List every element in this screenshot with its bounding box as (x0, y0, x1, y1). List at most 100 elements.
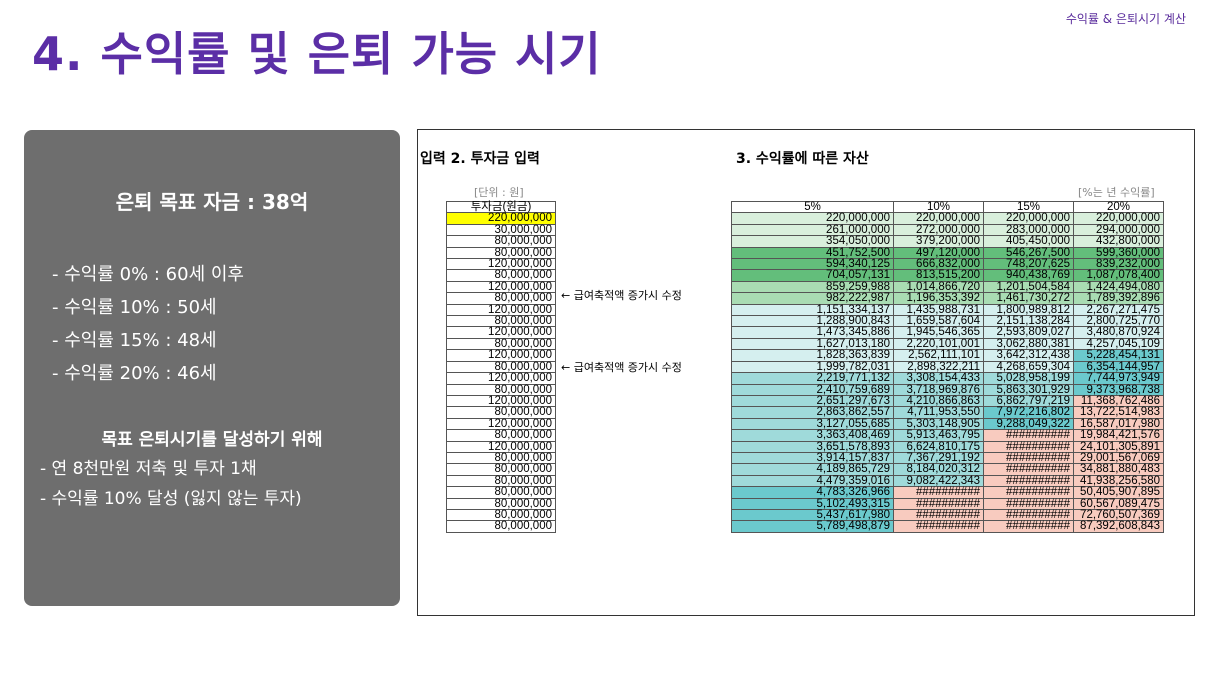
value-cell: 2,220,101,001 (893, 337, 984, 351)
table-row: 4,479,359,016 9,082,422,343 ########## 41,9… (731, 474, 1164, 488)
value-cell: 9,288,049,322 (983, 417, 1074, 431)
investment-table: 투자금(원금) 220,000,000 30,000,000 80,000,000 8… (446, 200, 556, 533)
invest-cell: 80,000,000 (446, 315, 556, 328)
value-cell: 2,410,759,689 (731, 383, 894, 396)
value-cell: 4,189,865,729 (731, 463, 894, 476)
invest-cell: 120,000,000 (446, 394, 556, 408)
value-cell: ########## (983, 474, 1074, 488)
value-cell: 6,354,144,957 (1073, 360, 1164, 374)
table-row: 80,000,000 (446, 520, 556, 533)
value-cell: ########## (983, 486, 1074, 499)
invest-cell: 80,000,000 (446, 269, 556, 282)
value-cell: ########## (983, 429, 1074, 442)
invest-cell: 120,000,000 (446, 349, 556, 362)
value-cell: 666,832,000 (893, 258, 984, 271)
table-row: 2,410,759,689 3,718,969,876 5,863,301,929 9… (731, 383, 1164, 396)
summary-panel: 은퇴 목표 자금 : 38억 - 수익률 0% : 60세 이후 - 수익률 1… (24, 130, 400, 606)
corner-label: 수익률 & 은퇴시기 계산 (1065, 12, 1186, 26)
table-row: 120,000,000 (446, 349, 556, 362)
table-row: 80,000,000 (446, 486, 556, 499)
table-row: 1,288,900,843 1,659,587,604 2,151,138,284 2… (731, 315, 1164, 328)
table-row: 80,000,000 (446, 235, 556, 248)
value-cell: 2,593,809,027 (983, 326, 1074, 339)
rate-header: 15% (983, 200, 1074, 214)
table-row: 5,789,498,879 ########## ########## 87,392,… (731, 520, 1164, 533)
value-cell: 4,257,045,109 (1073, 337, 1164, 351)
value-cell: 3,651,578,893 (731, 440, 894, 453)
value-cell: 9,373,968,738 (1073, 383, 1164, 396)
value-cell: 72,760,507,369 (1073, 508, 1164, 522)
table-row: 120,000,000 (446, 258, 556, 271)
value-cell: 497,120,000 (893, 246, 984, 260)
invest-cell: 80,000,000 (446, 360, 556, 374)
value-cell: 11,368,762,486 (1073, 394, 1164, 408)
value-cell: 220,000,000 (893, 212, 984, 225)
value-cell: 1,659,587,604 (893, 315, 984, 328)
value-cell: 261,000,000 (731, 223, 894, 237)
invest-cell: 80,000,000 (446, 337, 556, 351)
table-row: 120,000,000 (446, 303, 556, 317)
table-row: 80,000,000 (446, 474, 556, 488)
table-row: 261,000,000 272,000,000 283,000,000 294,000… (731, 223, 1164, 237)
invest-cell: 80,000,000 (446, 508, 556, 522)
table-row: 1,999,782,031 2,898,322,211 4,268,659,304 6… (731, 360, 1164, 374)
value-cell: 7,744,973,949 (1073, 372, 1164, 385)
table-row: 80,000,000 (446, 360, 556, 374)
rate-header: 10% (893, 200, 984, 214)
value-cell: 432,800,000 (1073, 235, 1164, 248)
invest-cell: 80,000,000 (446, 406, 556, 419)
value-cell: 2,863,862,557 (731, 406, 894, 419)
table-row: 120,000,000 (446, 394, 556, 408)
value-cell: 599,360,000 (1073, 246, 1164, 260)
table-row: 2,863,862,557 4,711,953,550 7,972,216,802 1… (731, 406, 1164, 419)
value-cell: ########## (893, 497, 984, 510)
value-cell: 5,228,454,131 (1073, 349, 1164, 362)
invest-cell: 220,000,000 (446, 212, 556, 225)
value-cell: 1,288,900,843 (731, 315, 894, 328)
table-row: 5,437,617,980 ########## ########## 72,760,… (731, 508, 1164, 522)
plan-heading: 목표 은퇴시기를 달성하기 위해 (101, 430, 323, 450)
plan-item: - 연 8천만원 저축 및 투자 1채 (40, 459, 257, 479)
value-cell: 982,222,987 (731, 292, 894, 305)
value-cell: 5,437,617,980 (731, 508, 894, 522)
value-cell: 87,392,608,843 (1073, 520, 1164, 533)
plan-list: - 연 8천만원 저축 및 투자 1채 - 수익률 10% 달성 (잃지 않는 … (40, 454, 302, 514)
retirement-goal: 은퇴 목표 자금 : 38억 (115, 190, 309, 214)
table-row: 982,222,987 1,196,353,392 1,461,730,272 1,7… (731, 292, 1164, 305)
value-cell: 283,000,000 (983, 223, 1074, 237)
value-cell: 24,101,305,891 (1073, 440, 1164, 453)
value-cell: 1,435,988,731 (893, 303, 984, 317)
unit-label: [단위 : 원] (474, 186, 524, 199)
salary-note: ← 급여축적액 증가시 수정 (561, 361, 682, 374)
unit-rate-label: [%는 년 수익률] (1078, 186, 1155, 199)
table-row: 80,000,000 (446, 337, 556, 351)
invest-cell: 120,000,000 (446, 372, 556, 385)
value-cell: 1,999,782,031 (731, 360, 894, 374)
invest-cell: 80,000,000 (446, 520, 556, 533)
value-cell: 5,863,301,929 (983, 383, 1074, 396)
section-asset-by-return: 3. 수익률에 따른 자산 (736, 151, 869, 167)
invest-cell: 80,000,000 (446, 429, 556, 442)
value-cell: 2,800,725,770 (1073, 315, 1164, 328)
value-cell: 451,752,500 (731, 246, 894, 260)
value-cell: 1,473,345,886 (731, 326, 894, 339)
invest-cell: 80,000,000 (446, 451, 556, 465)
value-cell: ########## (893, 508, 984, 522)
value-cell: 5,102,493,315 (731, 497, 894, 510)
value-cell: 940,438,769 (983, 269, 1074, 282)
table-row: 80,000,000 (446, 269, 556, 282)
value-cell: 220,000,000 (731, 212, 894, 225)
value-cell: 19,984,421,576 (1073, 429, 1164, 442)
value-cell: 3,127,055,685 (731, 417, 894, 431)
value-cell: 839,232,000 (1073, 258, 1164, 271)
table-row: 3,127,055,685 5,303,148,905 9,288,049,322 1… (731, 417, 1164, 431)
value-cell: 704,057,131 (731, 269, 894, 282)
table-row: 3,363,408,469 5,913,463,795 ########## 19,9… (731, 429, 1164, 442)
invest-cell: 120,000,000 (446, 440, 556, 453)
value-cell: 1,945,546,365 (893, 326, 984, 339)
invest-cell: 80,000,000 (446, 486, 556, 499)
table-row: 120,000,000 (446, 326, 556, 339)
rate-item: - 수익률 15% : 48세 (52, 330, 217, 351)
invest-cell: 80,000,000 (446, 383, 556, 396)
rate-item: - 수익률 0% : 60세 이후 (52, 264, 244, 285)
